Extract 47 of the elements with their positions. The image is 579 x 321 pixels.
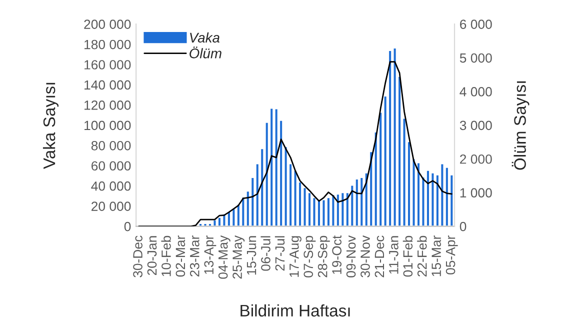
x-tick-label: 05-Apr — [446, 236, 458, 274]
line-series — [138, 61, 452, 226]
x-tick-label: 09-Nov — [346, 235, 356, 278]
legend-label: Ölüm — [190, 46, 222, 58]
y-tick-label: 180 000 — [84, 40, 131, 50]
y-tick-label: 200 000 — [84, 20, 131, 29]
legend-label: Vaka — [190, 32, 220, 43]
y2-tick-label: 5 000 — [460, 53, 492, 63]
x-tick-label: 06-Jul — [260, 236, 270, 271]
y2-tick-label: 3 000 — [460, 120, 492, 130]
y-tick-label: 160 000 — [84, 60, 131, 70]
x-tick-label: 22-Feb — [417, 236, 427, 276]
y-tick-label: 120 000 — [84, 100, 131, 110]
x-tick-label: 02-Mar — [176, 236, 186, 277]
x-axis-title: Bildirim Haftası — [240, 304, 350, 317]
y-tick-label: 140 000 — [84, 80, 131, 90]
y2-tick-label: 0 — [460, 222, 466, 232]
x-tick-label: 13-Apr — [204, 236, 216, 274]
y-tick-label: 80 000 — [91, 140, 131, 150]
y2-tick-label: 1 000 — [460, 188, 492, 198]
y2-axis-title: Ölüm Sayısı — [512, 81, 530, 170]
x-tick-label: 07-Sep — [304, 236, 316, 278]
x-tick-label: 15-Mar — [432, 236, 441, 276]
x-tick-label: 19-Oct — [332, 235, 342, 274]
x-tick-label: 11-Jan — [389, 236, 398, 274]
x-tick-label: 20-Jan — [147, 236, 157, 276]
x-tick-label: 17-Aug — [290, 236, 302, 277]
y2-tick-label: 6 000 — [460, 20, 492, 29]
y-tick-label: 20 000 — [92, 202, 131, 211]
x-tick-label: 23-Mar — [190, 236, 200, 276]
x-tick-label: 27-Jul — [274, 236, 285, 271]
x-tick-label: 04-May — [218, 235, 230, 279]
x-tick-label: 15-Jun — [246, 236, 256, 275]
y-tick-label: 40 000 — [91, 181, 131, 191]
y2-tick-label: 4 000 — [460, 87, 492, 96]
x-tick-label: 30-Nov — [360, 235, 370, 278]
y-tick-label: 60 000 — [92, 161, 131, 171]
x-tick-label: 28-Sep — [318, 236, 330, 278]
x-tick-label: 25-May — [232, 235, 245, 279]
x-tick-label: 21-Dec — [374, 236, 384, 278]
x-tick-label: 01-Feb — [402, 236, 413, 277]
x-tick-label: 30-Dec — [133, 236, 142, 278]
y-tick-label: 0 — [124, 222, 131, 232]
y-axis-title: Vaka Sayısı — [42, 82, 59, 169]
y2-tick-label: 2 000 — [460, 154, 492, 164]
x-tick-label: 10-Feb — [161, 236, 171, 276]
y-tick-label: 100 000 — [84, 120, 131, 130]
